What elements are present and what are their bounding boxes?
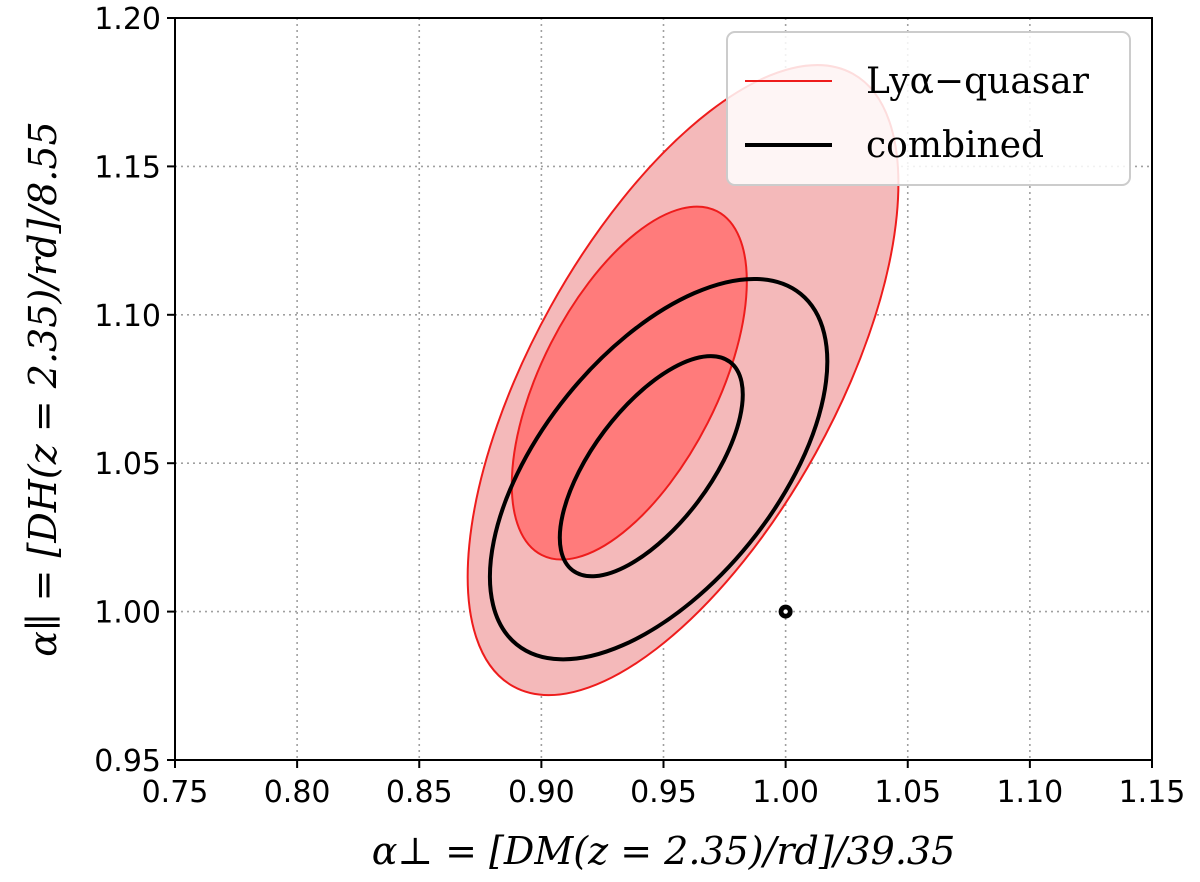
contours	[466, 64, 900, 697]
y-tick-label: 0.95	[94, 744, 161, 779]
x-tick-label: 1.15	[1119, 775, 1186, 810]
axis-labels: α⊥ = [DM(z = 2.35)/rd]/39.35 α∥ = [DH(z =…	[21, 121, 955, 873]
legend-label-combined: combined	[866, 125, 1044, 166]
ticks: 0.75 0.80 0.85 0.90 0.95 1.00 1.05 1.10 1.15 0.95…	[94, 2, 1185, 810]
y-axis-label: α∥ = [DH(z = 2.35)/rd]/8.55	[21, 121, 65, 656]
reference-point-marker-center	[783, 609, 788, 614]
y-tick-label: 1.10	[94, 299, 161, 334]
combined-contour-2sigma	[487, 276, 830, 662]
x-axis-label: α⊥ = [DM(z = 2.35)/rd]/39.35	[372, 829, 956, 873]
x-tick-label: 0.80	[264, 775, 331, 810]
y-tick-label: 1.15	[94, 150, 161, 185]
x-tick-label: 1.10	[996, 775, 1063, 810]
combined-contour-1sigma	[557, 354, 745, 579]
x-tick-label: 0.85	[386, 775, 453, 810]
y-tick-label: 1.05	[94, 447, 161, 482]
y-tick-label: 1.20	[94, 2, 161, 37]
x-tick-label: 0.75	[142, 775, 209, 810]
x-tick-label: 0.90	[508, 775, 575, 810]
legend-label-lya-quasar: Lyα−quasar	[866, 61, 1090, 102]
x-tick-label: 1.05	[874, 775, 941, 810]
x-tick-label: 0.95	[630, 775, 697, 810]
legend: Lyα−quasar combined	[726, 31, 1131, 186]
x-tick-label: 1.00	[752, 775, 819, 810]
y-tick-label: 1.00	[94, 596, 161, 631]
